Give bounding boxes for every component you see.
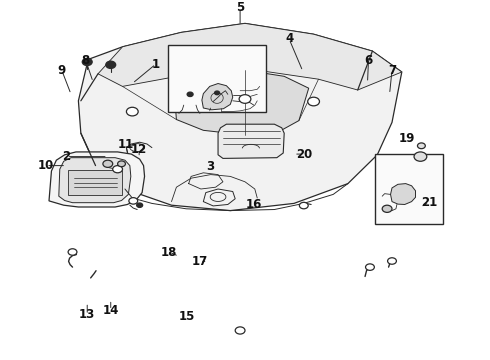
Polygon shape [391, 184, 416, 204]
Polygon shape [59, 158, 131, 203]
Text: 8: 8 [82, 54, 90, 67]
Circle shape [103, 160, 113, 167]
Text: 14: 14 [102, 304, 119, 317]
Polygon shape [218, 124, 284, 158]
Text: 12: 12 [131, 143, 147, 156]
Circle shape [417, 143, 425, 149]
Circle shape [215, 91, 220, 95]
Polygon shape [202, 84, 233, 110]
Text: 19: 19 [398, 132, 415, 145]
Bar [168, 45, 266, 112]
Text: 18: 18 [161, 246, 177, 258]
Text: 16: 16 [245, 198, 262, 211]
Text: 2: 2 [63, 150, 71, 163]
Circle shape [68, 249, 77, 255]
Text: 6: 6 [365, 54, 372, 67]
Circle shape [299, 202, 308, 209]
Text: 7: 7 [388, 64, 396, 77]
Circle shape [239, 95, 251, 103]
Circle shape [82, 58, 92, 66]
Text: 5: 5 [236, 1, 244, 14]
Circle shape [106, 61, 116, 68]
Polygon shape [174, 84, 206, 105]
Circle shape [382, 205, 392, 212]
Circle shape [235, 327, 245, 334]
Text: 17: 17 [192, 255, 208, 268]
Circle shape [366, 264, 374, 270]
Polygon shape [174, 70, 309, 135]
Circle shape [308, 97, 319, 106]
Circle shape [388, 258, 396, 264]
Circle shape [187, 92, 193, 96]
Circle shape [414, 152, 427, 161]
Polygon shape [49, 152, 145, 207]
Circle shape [113, 166, 122, 173]
Text: 13: 13 [79, 309, 96, 321]
Text: 4: 4 [285, 32, 293, 45]
Text: 10: 10 [38, 159, 54, 172]
Text: 11: 11 [117, 138, 134, 150]
Circle shape [126, 107, 138, 116]
Text: 21: 21 [421, 196, 438, 209]
Polygon shape [78, 23, 402, 211]
Polygon shape [98, 23, 402, 90]
Text: 15: 15 [179, 310, 196, 323]
Text: 20: 20 [295, 148, 312, 161]
Bar [68, 170, 122, 195]
Text: 3: 3 [207, 160, 215, 173]
Text: 1: 1 [152, 58, 160, 71]
Circle shape [137, 203, 143, 207]
Text: 9: 9 [58, 64, 66, 77]
Circle shape [118, 161, 125, 167]
Bar [375, 154, 443, 224]
Circle shape [129, 198, 138, 204]
